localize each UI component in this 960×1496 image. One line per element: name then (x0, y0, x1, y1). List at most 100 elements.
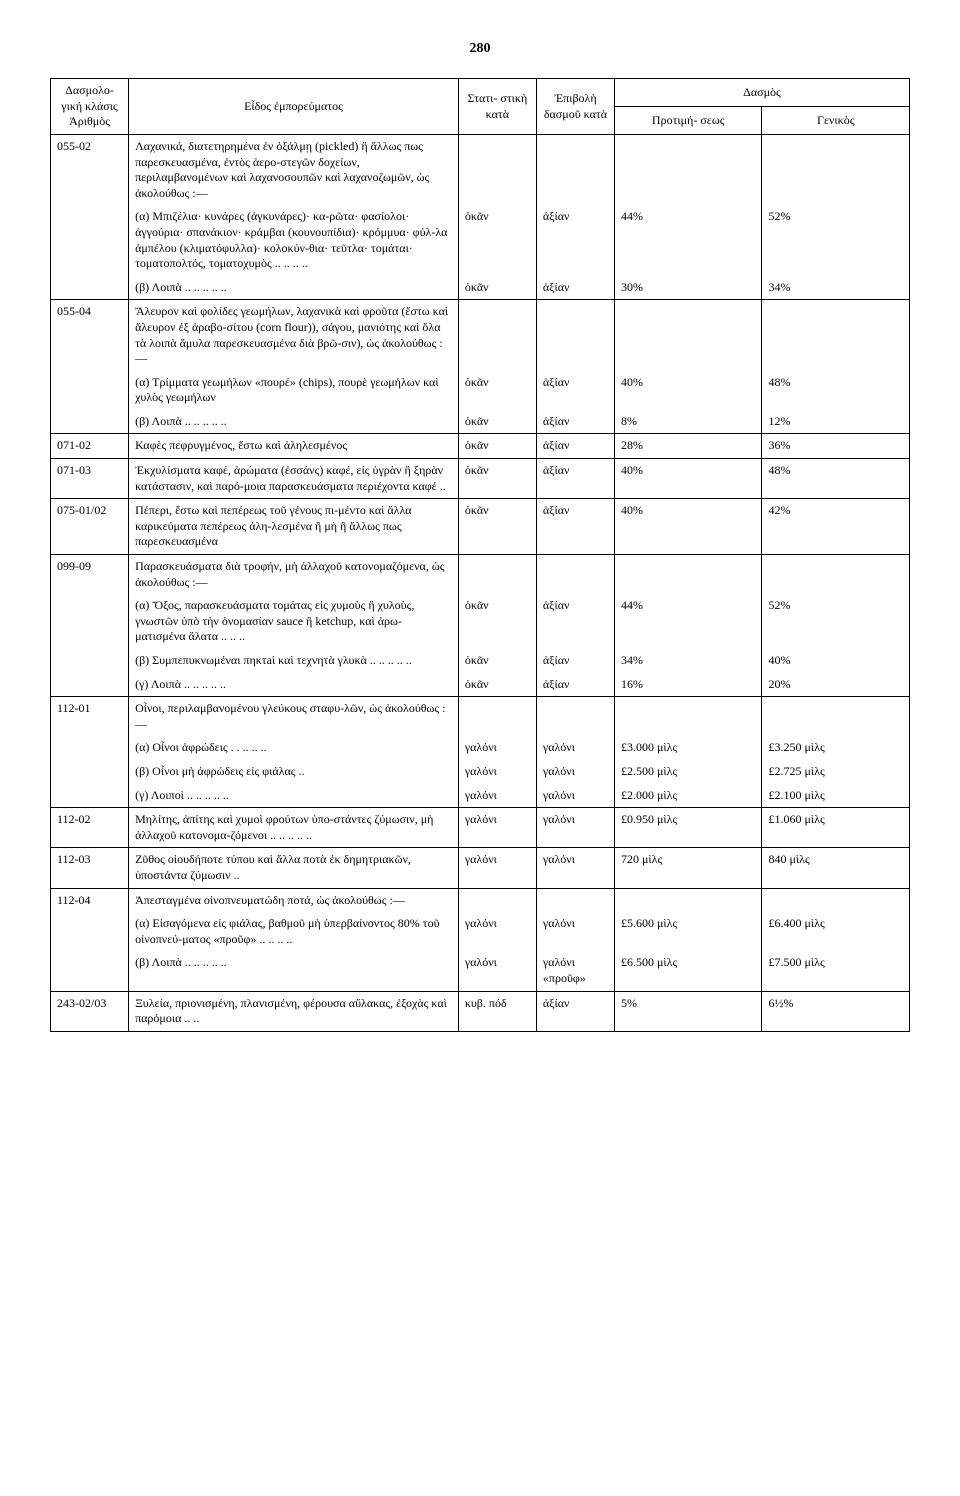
cell-pref: £2.000 μὶλς (614, 784, 762, 808)
table-row: 112-02Μηλίτης, ἀπίτης καὶ χυμοὶ φρούτων … (51, 808, 910, 848)
tariff-code: 099-09 (51, 555, 129, 697)
page-number: 280 (50, 40, 910, 58)
cell-gen: 36% (762, 434, 910, 459)
cell-pref: £0.950 μὶλς (614, 808, 762, 848)
cell-epi: ἀξίαν (536, 371, 614, 410)
header-pref: Προτιμή- σεως (614, 107, 762, 135)
tariff-sub-desc: (γ) Λοιποὶ .. .. .. .. .. (129, 784, 459, 808)
header-gen: Γενικὸς (762, 107, 910, 135)
tariff-code: 112-04 (51, 888, 129, 991)
cell-stat: γαλόνι (458, 784, 536, 808)
header-dasmos: Δασμὸς (614, 79, 909, 107)
cell-gen: 34% (762, 276, 910, 300)
cell-pref: £6.500 μὶλς (614, 951, 762, 991)
cell-stat: γαλόνι (458, 951, 536, 991)
table-row: (α) Τρίμματα γεωμήλων «πουρέ» (chips), π… (51, 371, 910, 410)
cell-epi: γαλόνι (536, 760, 614, 784)
table-row: 055-02Λαχανικά, διατετηρημένα ἐν ὀξάλμῃ … (51, 134, 910, 205)
tariff-code: 055-02 (51, 134, 129, 299)
cell-gen: £1.060 μὶλς (762, 808, 910, 848)
cell-stat: ὀκᾶν (458, 410, 536, 434)
cell-epi: ἀξίαν (536, 205, 614, 275)
cell-gen: 20% (762, 673, 910, 697)
table-row: (α) Εἰσαγόμενα εἰς φιάλας, βαθμοῦ μὴ ὑπε… (51, 912, 910, 951)
cell-epi: ἀξίαν (536, 991, 614, 1031)
table-row: (β) Λοιπὰ .. .. .. .. ..ὀκᾶνἀξίαν30%34% (51, 276, 910, 300)
cell-epi: γαλόνι (536, 784, 614, 808)
tariff-desc: Μηλίτης, ἀπίτης καὶ χυμοὶ φρούτων ὑπο-στ… (129, 808, 459, 848)
cell-epi: ἀξίαν (536, 459, 614, 499)
table-row: (β) Λοιπὰ .. .. .. .. ..γαλόνιγαλόνι «πρ… (51, 951, 910, 991)
cell-epi: γαλόνι (536, 736, 614, 760)
table-row: 112-04Ἀπεσταγμένα οἰνοπνευματώδη ποτά, ὡ… (51, 888, 910, 912)
cell-pref: 16% (614, 673, 762, 697)
cell-stat: ὀκᾶν (458, 673, 536, 697)
tariff-code: 071-03 (51, 459, 129, 499)
cell-gen: £2.100 μὶλς (762, 784, 910, 808)
table-row: 071-03Ἐκχυλίσματα καφέ, ἀρώματα (ἐσσάνς)… (51, 459, 910, 499)
cell-stat: γαλόνι (458, 760, 536, 784)
table-row: 112-01Οἶνοι, περιλαμβανομένου γλεύκους σ… (51, 697, 910, 737)
tariff-sub-desc: (β) Λοιπὰ .. .. .. .. .. (129, 276, 459, 300)
header-desc: Εἶδος ἐμπορεύματος (129, 79, 459, 135)
tariff-code: 071-02 (51, 434, 129, 459)
cell-gen: 840 μὶλς (762, 848, 910, 888)
table-row: (α) Ὄξος, παρασκευάσματα τομάτας εἰς χυμ… (51, 594, 910, 649)
cell-stat: ὀκᾶν (458, 205, 536, 275)
header-code: Δασμολο- γική κλάσις Ἀριθμὸς (51, 79, 129, 135)
tariff-sub-desc: (β) Συμπεπυκνωμέναι πηκτaὶ καὶ τεχνητὰ γ… (129, 649, 459, 673)
tariff-code: 055-04 (51, 300, 129, 434)
table-row: 099-09Παρασκευάσματα διὰ τροφήν, μὴ ἀλλα… (51, 555, 910, 595)
cell-pref: 28% (614, 434, 762, 459)
tariff-sub-desc: (α) Εἰσαγόμενα εἰς φιάλας, βαθμοῦ μὴ ὑπε… (129, 912, 459, 951)
cell-epi: ἀξίαν (536, 499, 614, 555)
tariff-code: 112-03 (51, 848, 129, 888)
cell-stat: ὀκᾶν (458, 594, 536, 649)
tariff-desc: Ἀπεσταγμένα οἰνοπνευματώδη ποτά, ὡς ἀκολ… (129, 888, 459, 912)
table-row: 243-02/03Ξυλεία, πριονισμένη, πλανισμένη… (51, 991, 910, 1031)
tariff-sub-desc: (β) Οἶνοι μὴ ἀφρώδεις εἰς φιάλας .. (129, 760, 459, 784)
table-row: 112-03Ζῦθος οἱουδήποτε τύπου καὶ ἄλλα πο… (51, 848, 910, 888)
cell-pref: 44% (614, 594, 762, 649)
cell-pref: 40% (614, 499, 762, 555)
table-row: 075-01/02Πέπερι, ἔστω καὶ πεπέρεως τοῦ γ… (51, 499, 910, 555)
tariff-code: 112-01 (51, 697, 129, 808)
tariff-desc: Παρασκευάσματα διὰ τροφήν, μὴ ἀλλαχοῦ κα… (129, 555, 459, 595)
cell-pref: 44% (614, 205, 762, 275)
cell-gen: 6½% (762, 991, 910, 1031)
header-stat: Στατι- στικὴ κατὰ (458, 79, 536, 135)
cell-gen: 12% (762, 410, 910, 434)
cell-pref: £3.000 μὶλς (614, 736, 762, 760)
tariff-desc: Πέπερι, ἔστω καὶ πεπέρεως τοῦ γένους πι-… (129, 499, 459, 555)
cell-gen: 48% (762, 459, 910, 499)
cell-pref: 40% (614, 371, 762, 410)
cell-stat: ὀκᾶν (458, 499, 536, 555)
table-row: (β) Συμπεπυκνωμέναι πηκτaὶ καὶ τεχνητὰ γ… (51, 649, 910, 673)
tariff-sub-desc: (γ) Λοιπὰ .. .. .. .. .. (129, 673, 459, 697)
cell-pref: 8% (614, 410, 762, 434)
cell-pref: £5.600 μὶλς (614, 912, 762, 951)
cell-epi: γαλόνι «προῦφ» (536, 951, 614, 991)
cell-pref: 34% (614, 649, 762, 673)
tariff-desc: Καφὲς πεφρυγμένος, ἔστω καὶ ἀληλεσμένος (129, 434, 459, 459)
cell-stat: ὀκᾶν (458, 276, 536, 300)
cell-epi: γαλόνι (536, 848, 614, 888)
cell-pref: 720 μὶλς (614, 848, 762, 888)
cell-stat: γαλόνι (458, 808, 536, 848)
tariff-desc: Ἄλευρον καὶ φολίδες γεωμήλων, λαχανικὰ κ… (129, 300, 459, 371)
tariff-code: 243-02/03 (51, 991, 129, 1031)
tariff-sub-desc: (α) Τρίμματα γεωμήλων «πουρέ» (chips), π… (129, 371, 459, 410)
cell-gen: 52% (762, 205, 910, 275)
table-row: 055-04Ἄλευρον καὶ φολίδες γεωμήλων, λαχα… (51, 300, 910, 371)
cell-epi: ἀξίαν (536, 673, 614, 697)
table-row: (β) Λοιπὰ .. .. .. .. ..ὀκᾶνἀξίαν8%12% (51, 410, 910, 434)
tariff-table: Δασμολο- γική κλάσις Ἀριθμὸς Εἶδος ἐμπορ… (50, 78, 910, 1032)
cell-stat: γαλόνι (458, 912, 536, 951)
cell-stat: γαλόνι (458, 736, 536, 760)
tariff-sub-desc: (β) Λοιπὰ .. .. .. .. .. (129, 410, 459, 434)
cell-epi: ἀξίαν (536, 649, 614, 673)
tariff-code: 075-01/02 (51, 499, 129, 555)
tariff-sub-desc: (α) Οἶνοι ἀφρώδεις . . .. .. .. (129, 736, 459, 760)
cell-stat: ὀκᾶν (458, 649, 536, 673)
cell-stat: γαλόνι (458, 848, 536, 888)
